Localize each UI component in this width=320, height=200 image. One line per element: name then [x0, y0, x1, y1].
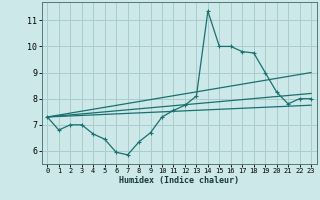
X-axis label: Humidex (Indice chaleur): Humidex (Indice chaleur)	[119, 176, 239, 185]
